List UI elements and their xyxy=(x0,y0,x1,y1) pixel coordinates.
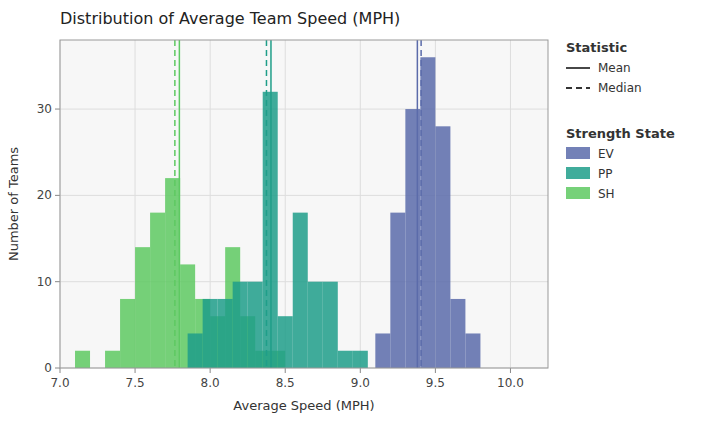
histogram-bar xyxy=(435,126,450,368)
x-tick-label: 9.5 xyxy=(426,376,445,390)
histogram-bar xyxy=(75,351,90,368)
y-grid-line xyxy=(60,109,548,110)
histogram-bar xyxy=(233,282,248,368)
y-grid-line xyxy=(60,195,548,196)
histogram-bar xyxy=(390,213,405,368)
x-grid-line xyxy=(360,40,361,368)
legend-entry: SH xyxy=(598,187,615,201)
histogram-bar xyxy=(465,333,480,368)
legend-title: Statistic xyxy=(566,40,627,55)
title: Distribution of Average Team Speed (MPH) xyxy=(60,9,400,28)
median-line xyxy=(420,40,422,368)
median-line xyxy=(266,40,268,368)
legend-entry: Mean xyxy=(598,61,631,75)
histogram-bar xyxy=(150,213,165,368)
chart-container: 7.0 7.5 8.0 8.5 9.0 9.5 10.0 0 10 20 30 Distributio… xyxy=(0,0,711,426)
x-tick xyxy=(60,368,61,373)
histogram-bar xyxy=(308,282,323,368)
histogram-bar xyxy=(248,282,263,368)
legend-title: Strength State xyxy=(566,126,675,141)
y-tick xyxy=(55,195,60,196)
legend-swatch xyxy=(566,187,590,199)
mean-line xyxy=(417,40,419,368)
legend-swatch xyxy=(566,167,590,179)
histogram-bar xyxy=(105,351,120,368)
x-tick-label: 9.0 xyxy=(351,376,370,390)
y-axis-label: Number of Teams xyxy=(6,147,21,261)
histogram-bar xyxy=(165,178,180,368)
histogram-bar xyxy=(353,351,368,368)
histogram-bar xyxy=(135,247,150,368)
histogram-bar xyxy=(420,57,435,368)
x-tick-label: 8.5 xyxy=(276,376,295,390)
x-tick xyxy=(435,368,436,373)
x-axis-label: Average Speed (MPH) xyxy=(233,398,374,413)
x-tick xyxy=(510,368,511,373)
legend-entry: Median xyxy=(598,81,642,95)
plot-background xyxy=(60,40,548,368)
legend-entry: PP xyxy=(598,167,612,181)
x-tick-label: 7.0 xyxy=(50,376,69,390)
plot-area xyxy=(75,40,480,368)
histogram-series xyxy=(375,57,480,368)
y-tick xyxy=(55,109,60,110)
legend-line-swatch xyxy=(566,67,590,69)
histogram-bar xyxy=(188,333,203,368)
chart: 7.0 7.5 8.0 8.5 9.0 9.5 10.0 0 10 20 30 Distributio… xyxy=(0,0,711,426)
histogram-series xyxy=(75,178,285,368)
legend-swatch xyxy=(566,147,590,159)
x-tick xyxy=(135,368,136,373)
y-tick-label: 0 xyxy=(44,361,52,375)
x-tick xyxy=(210,368,211,373)
grid xyxy=(60,40,548,368)
histogram-bar xyxy=(293,213,308,368)
x-tick xyxy=(285,368,286,373)
x-tick-label: 7.5 xyxy=(126,376,145,390)
histogram-bar xyxy=(338,351,353,368)
histogram-bar xyxy=(375,333,390,368)
histogram-bar xyxy=(278,316,293,368)
y-tick-label: 30 xyxy=(37,102,52,116)
plot-frame xyxy=(60,40,548,368)
legend-line-swatch xyxy=(566,87,590,89)
y-tick-label: 10 xyxy=(37,275,52,289)
histogram-bar xyxy=(450,299,465,368)
x-tick-label: 8.0 xyxy=(201,376,220,390)
histogram-bar xyxy=(203,299,218,368)
mean-line xyxy=(270,40,272,368)
statistic-legend: Statistic Mean Median xyxy=(566,40,642,95)
histogram-bar xyxy=(323,282,338,368)
y-tick xyxy=(55,281,60,282)
histogram-bar xyxy=(120,299,135,368)
x-grid-line xyxy=(510,40,511,368)
histogram-bar xyxy=(218,299,233,368)
mean-line xyxy=(179,40,181,368)
histogram-bar xyxy=(405,109,420,368)
x-tick xyxy=(360,368,361,373)
x-tick-label: 10.0 xyxy=(497,376,524,390)
legend-entry: EV xyxy=(598,147,615,161)
y-tick xyxy=(55,368,60,369)
histogram-bar xyxy=(263,92,278,368)
median-line xyxy=(174,40,176,368)
y-tick-label: 20 xyxy=(37,188,52,202)
series-legend: Strength State EV PP SH xyxy=(566,126,675,201)
histogram-series xyxy=(188,92,368,368)
